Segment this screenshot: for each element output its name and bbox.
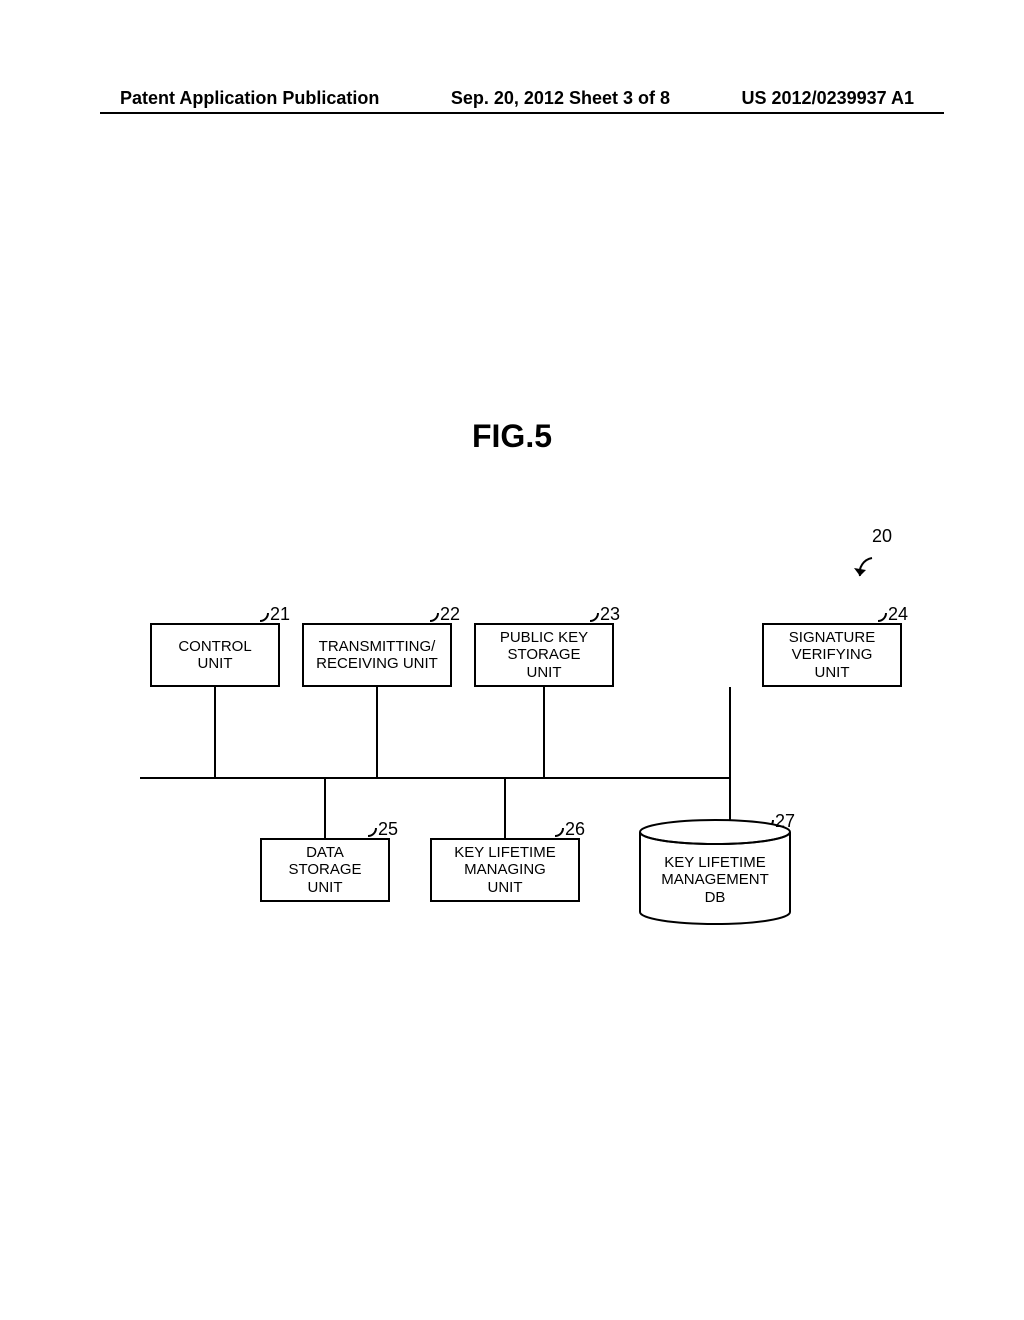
header-center: Sep. 20, 2012 Sheet 3 of 8 [451,88,670,109]
patent-header: Patent Application Publication Sep. 20, … [0,88,1024,109]
ref-26: 26 [565,819,585,840]
ref-27: 27 [775,811,795,832]
key-lifetime-managing-text: KEY LIFETIMEMANAGINGUNIT [454,844,555,896]
key-lifetime-managing-block: KEY LIFETIMEMANAGINGUNIT [430,838,580,902]
tx-rx-unit-block: TRANSMITTING/RECEIVING UNIT [302,623,452,687]
header-left: Patent Application Publication [120,88,379,109]
data-storage-text: DATASTORAGEUNIT [288,844,361,896]
ref-21: 21 [270,604,290,625]
data-storage-block: DATASTORAGEUNIT [260,838,390,902]
key-lifetime-db-text: KEY LIFETIMEMANAGEMENTDB [640,854,790,906]
diagram-connectors [130,528,920,988]
control-unit-block: CONTROLUNIT [150,623,280,687]
ref-22: 22 [440,604,460,625]
control-unit-text: CONTROLUNIT [178,638,251,673]
signature-verifying-block: SIGNATUREVERIFYINGUNIT [762,623,902,687]
tx-rx-unit-text: TRANSMITTING/RECEIVING UNIT [316,638,438,673]
ref-25: 25 [378,819,398,840]
ref-23: 23 [600,604,620,625]
signature-verifying-text: SIGNATUREVERIFYINGUNIT [789,629,875,681]
ref-24: 24 [888,604,908,625]
figure-label: FIG.5 [0,418,1024,455]
public-key-storage-text: PUBLIC KEYSTORAGEUNIT [500,629,588,681]
system-ref: 20 [872,526,892,547]
key-lifetime-db-cylinder: KEY LIFETIMEMANAGEMENTDB [640,828,790,924]
header-right: US 2012/0239937 A1 [742,88,914,109]
header-rule [100,112,944,114]
block-diagram: 20 CONTROLUNIT 21 TRANSMITTING/RECEIVING… [130,528,920,988]
public-key-storage-block: PUBLIC KEYSTORAGEUNIT [474,623,614,687]
